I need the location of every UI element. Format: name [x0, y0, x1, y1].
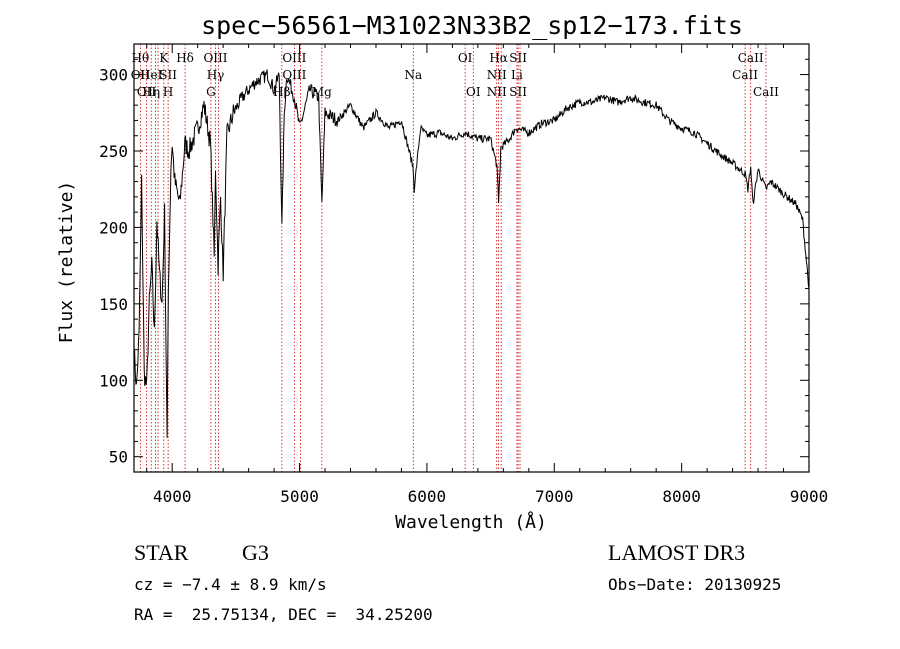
spectral-line-label: CaII [753, 85, 779, 99]
spectral-line-label: K [159, 51, 169, 65]
y-tick-label: 200 [99, 218, 128, 237]
spectral-line-label: OII [137, 85, 157, 99]
spectral-line-label: G [206, 85, 216, 99]
spectral-line-label: Hα [489, 51, 508, 65]
spectrum-line [133, 69, 810, 438]
spectral-line-label: Hη [142, 85, 160, 99]
spectral-line-label: H [163, 85, 173, 99]
x-tick-label: 4000 [153, 487, 192, 506]
spectral-line-label: OI [466, 85, 481, 99]
spectral-line-label: NII [487, 68, 507, 82]
spectral-line-label: Mg [312, 85, 332, 99]
axis-ticks: 4000 5000 6000 7000 8000 9000 50 100 150 200 250 30… [99, 44, 828, 506]
spectral-line-label: Li [511, 68, 523, 82]
y-tick-label: 250 [99, 142, 128, 161]
x-tick-label: 7000 [535, 487, 574, 506]
spectral-line-label: OI [458, 51, 473, 65]
spectral-line-label: SII [159, 68, 177, 82]
spectral-line-label: Hγ [207, 68, 225, 82]
object-subclass: G3 [242, 540, 269, 565]
x-tick-label: 8000 [662, 487, 701, 506]
spectral-line-label: Hβ [273, 85, 290, 99]
y-tick-label: 50 [109, 448, 128, 467]
y-tick-label: 100 [99, 371, 128, 390]
spectral-line-label: OIII [282, 68, 306, 82]
observation-date: Obs−Date: 20130925 [608, 575, 782, 594]
sky-coordinates: RA = 25.75134, DEC = 34.25200 [134, 605, 433, 624]
spectral-line-label: SII [509, 85, 527, 99]
x-tick-label: 6000 [408, 487, 447, 506]
line-labels: HθOIIOIIHeIHηKSIIHHδGOIIIHγHβOIIIOIIIMgN… [131, 51, 779, 99]
spectral-line-label: OIII [282, 51, 306, 65]
spectral-line-label: CaII [738, 51, 764, 65]
spectral-line-label: Na [404, 68, 422, 82]
redshift-cz: cz = −7.4 ± 8.9 km/s [134, 575, 327, 594]
y-tick-label: 300 [99, 66, 128, 85]
spectral-line-label: HeI [140, 68, 163, 82]
y-tick-label: 150 [99, 295, 128, 314]
spectral-line-label: SII [509, 51, 527, 65]
spectral-line-label: NII [487, 85, 507, 99]
survey-name: LAMOST DR3 [608, 540, 746, 565]
spectral-line-label: Hθ [132, 51, 150, 65]
spectral-line-label: CaII [732, 68, 758, 82]
object-class: STAR [134, 540, 189, 565]
spectral-line-label: OII [131, 68, 151, 82]
spectral-line-label: OIII [203, 51, 227, 65]
x-axis-label: Wavelength (Å) [395, 511, 547, 533]
x-tick-label: 5000 [280, 487, 319, 506]
spectral-line-label: Hδ [176, 51, 194, 65]
y-axis-label: Flux (relative) [56, 181, 77, 344]
chart-title: spec−56561−M31023N33B2_sp12−173.fits [201, 11, 743, 40]
x-tick-label: 9000 [790, 487, 829, 506]
